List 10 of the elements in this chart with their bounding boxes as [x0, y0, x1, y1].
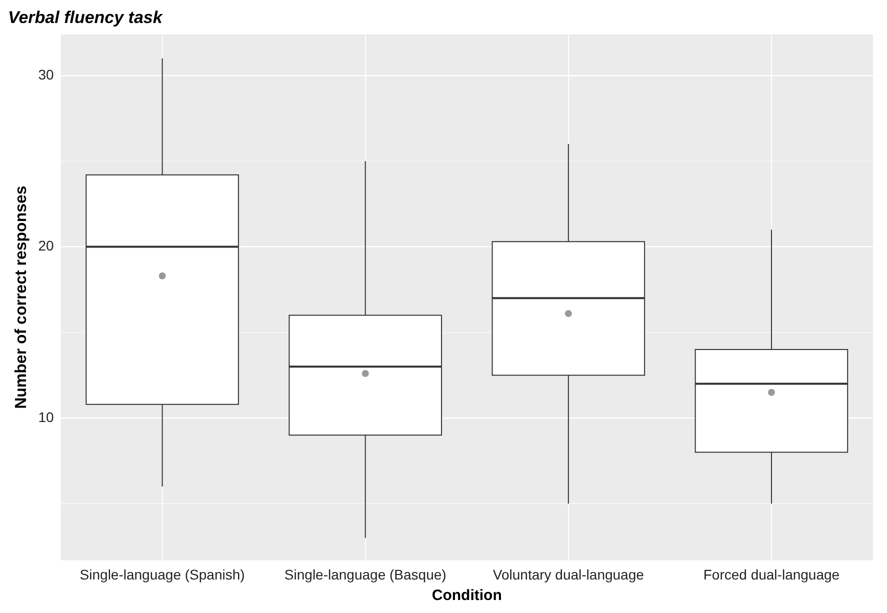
- y-tick-label: 20: [38, 238, 54, 254]
- y-tick-label: 30: [38, 66, 54, 82]
- x-tick-label: Forced dual-language: [703, 566, 840, 582]
- x-tick-label: Single-language (Basque): [284, 566, 446, 582]
- y-axis-title: Number of correct responses: [13, 186, 30, 409]
- x-tick-label: Single-language (Spanish): [80, 566, 245, 582]
- x-axis-title: Condition: [432, 587, 502, 604]
- y-tick-label: 10: [38, 408, 54, 425]
- chart-title: Verbal fluency task: [8, 8, 164, 27]
- x-tick-label: Voluntary dual-language: [492, 566, 644, 582]
